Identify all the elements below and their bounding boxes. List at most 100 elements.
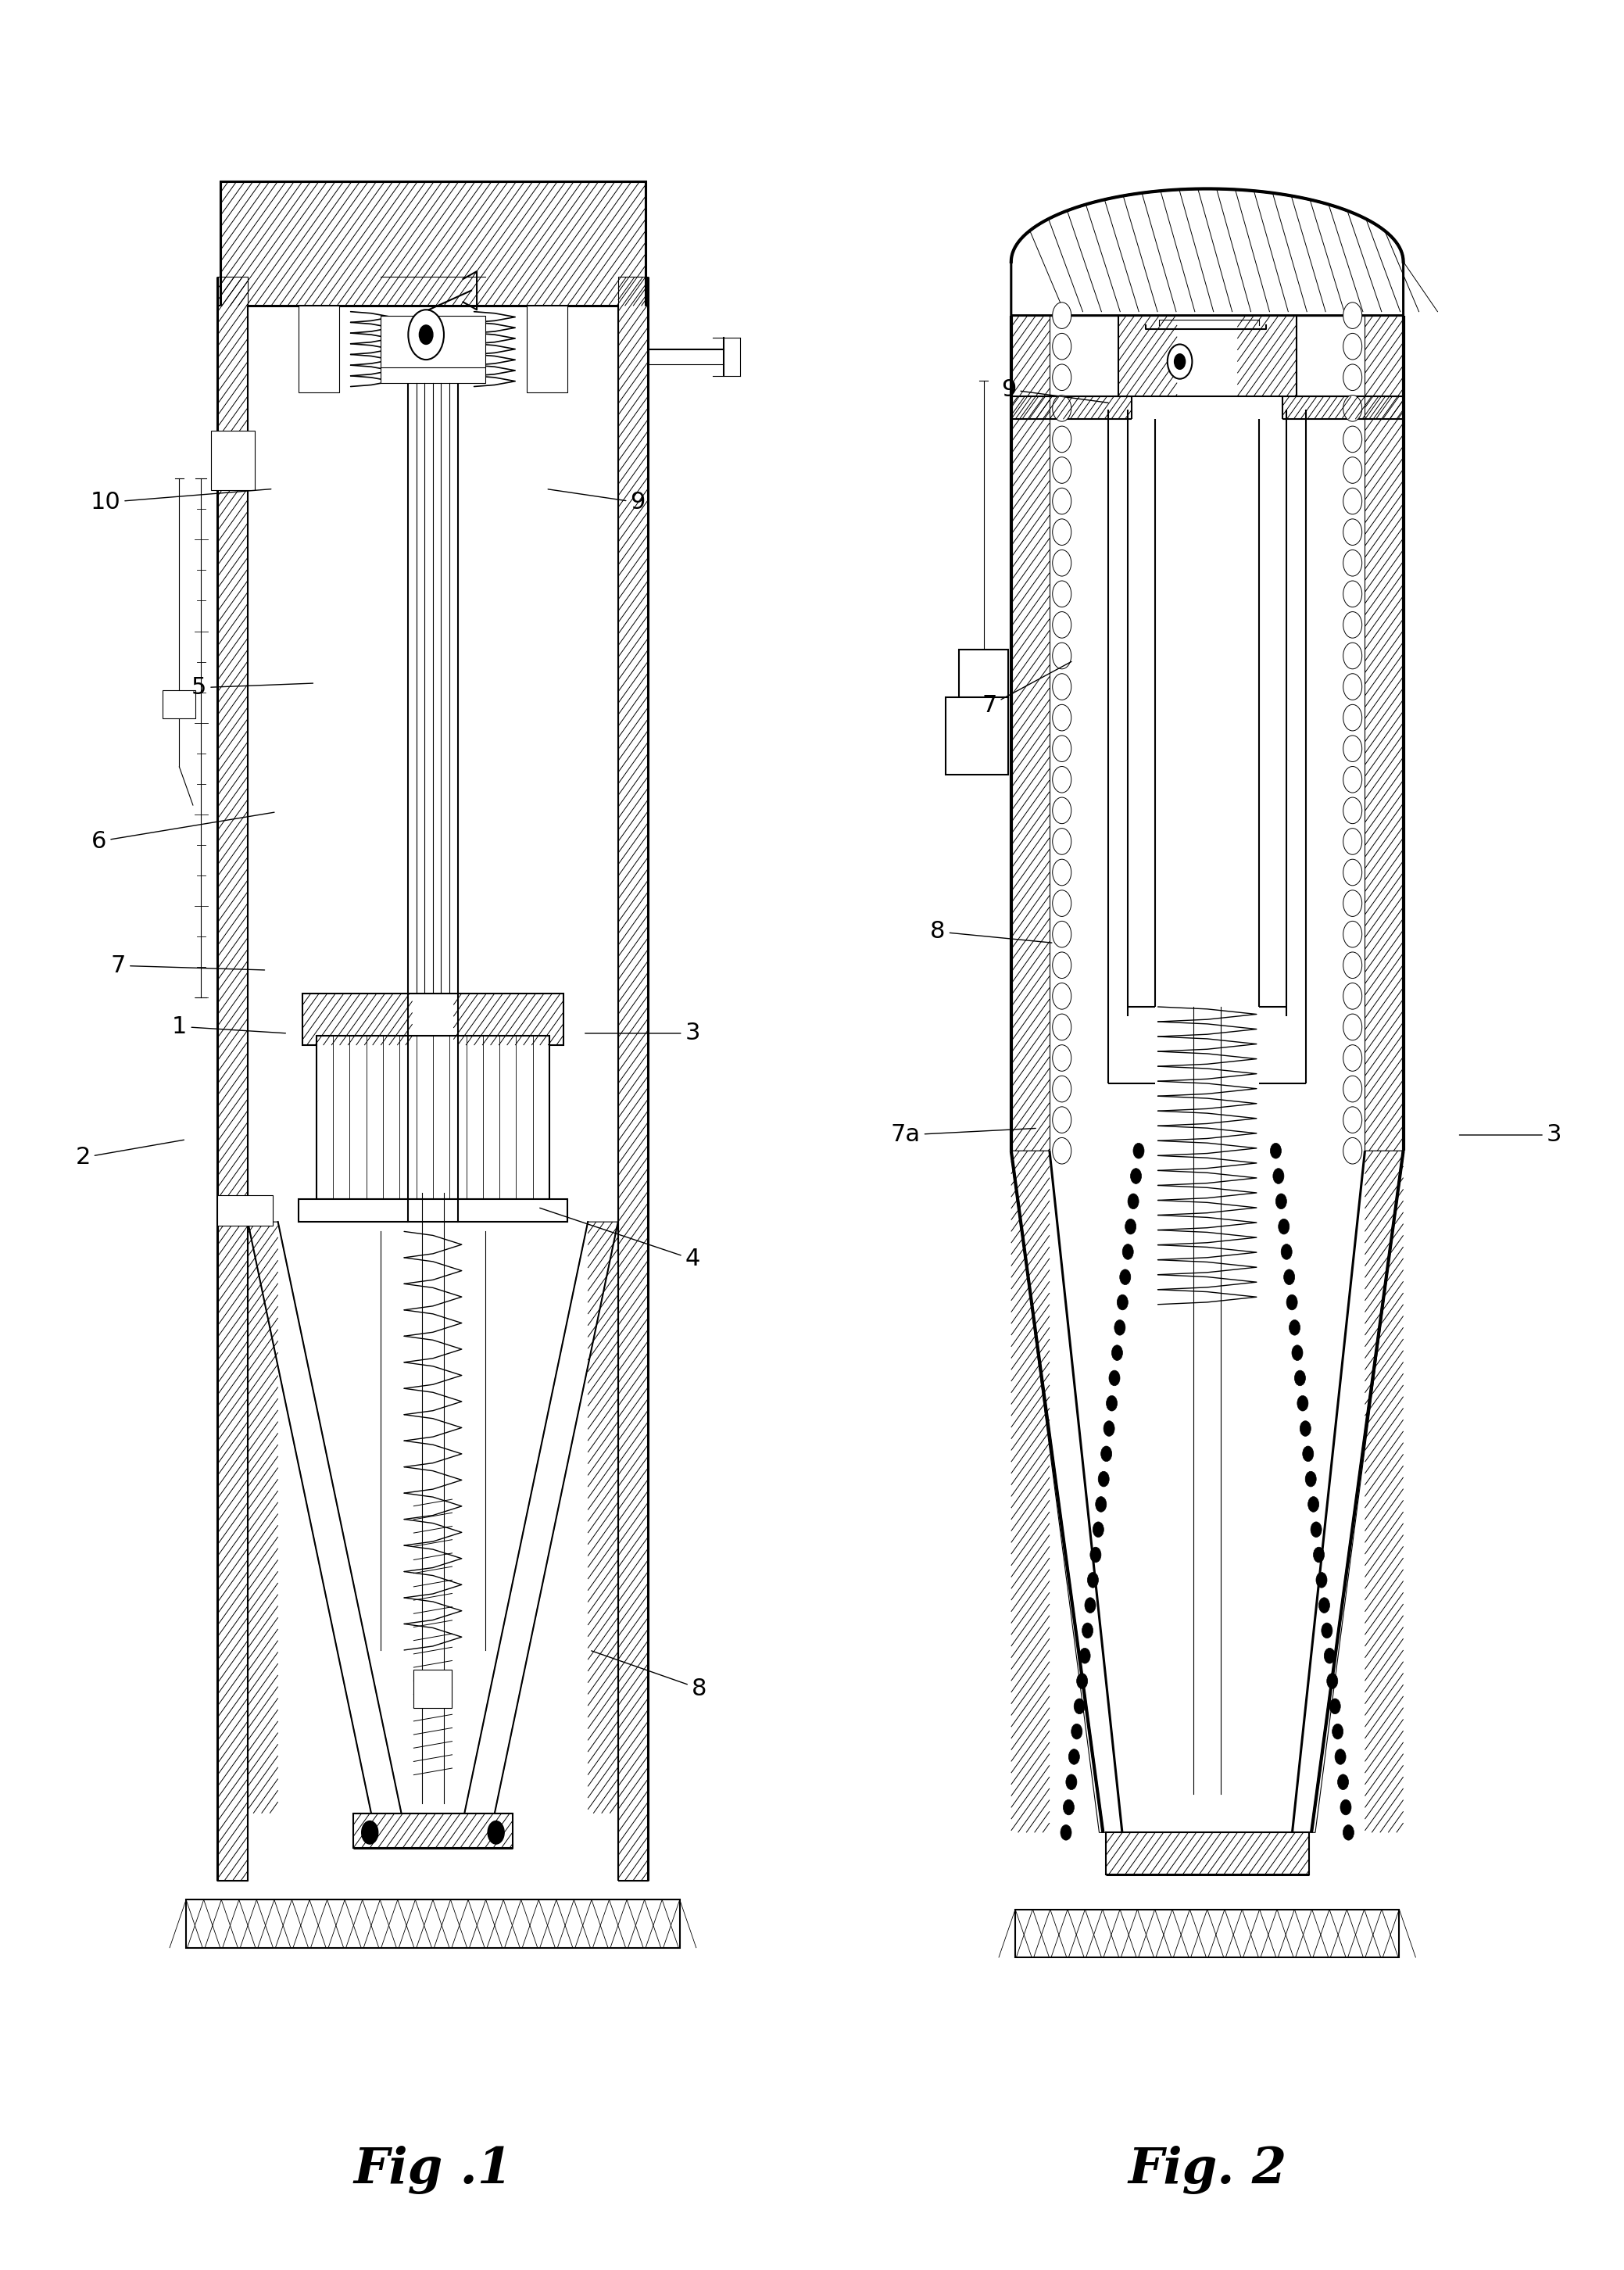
Circle shape	[1343, 363, 1363, 390]
Circle shape	[1343, 829, 1363, 854]
Text: 3: 3	[1460, 1124, 1562, 1146]
Circle shape	[1289, 1319, 1301, 1335]
Bar	[414, 1668, 451, 1707]
Circle shape	[1343, 922, 1363, 947]
Circle shape	[1085, 1598, 1096, 1614]
Circle shape	[1052, 922, 1072, 947]
Circle shape	[1052, 1137, 1072, 1165]
Circle shape	[1343, 674, 1363, 699]
Circle shape	[1343, 797, 1363, 824]
Circle shape	[1330, 1698, 1340, 1714]
Circle shape	[1307, 1496, 1319, 1512]
Circle shape	[1306, 1471, 1317, 1487]
Circle shape	[1101, 1446, 1112, 1462]
Circle shape	[1278, 1219, 1289, 1235]
Circle shape	[1052, 488, 1072, 515]
Circle shape	[1343, 488, 1363, 515]
Polygon shape	[1012, 1151, 1122, 1832]
Circle shape	[1343, 890, 1363, 917]
Circle shape	[1322, 1623, 1332, 1639]
Circle shape	[1119, 1269, 1130, 1285]
Circle shape	[1052, 395, 1072, 422]
Circle shape	[1315, 1573, 1327, 1587]
Bar	[354, 1814, 513, 1848]
Circle shape	[1082, 1623, 1093, 1639]
Circle shape	[1090, 1548, 1101, 1562]
Circle shape	[1343, 581, 1363, 606]
Bar	[299, 1199, 567, 1221]
Polygon shape	[464, 1221, 619, 1814]
Circle shape	[1069, 1750, 1080, 1764]
Circle shape	[1065, 1775, 1077, 1789]
Bar	[960, 649, 1009, 697]
Circle shape	[1052, 704, 1072, 731]
Polygon shape	[1012, 188, 1403, 316]
Circle shape	[1052, 302, 1072, 329]
Circle shape	[1270, 1144, 1281, 1158]
Circle shape	[1276, 1194, 1286, 1210]
Circle shape	[1077, 1673, 1088, 1689]
Circle shape	[1134, 1144, 1145, 1158]
Circle shape	[1052, 890, 1072, 917]
Circle shape	[1338, 1775, 1348, 1789]
Circle shape	[1327, 1673, 1338, 1689]
Circle shape	[1052, 860, 1072, 885]
Circle shape	[487, 1821, 503, 1843]
Text: 6: 6	[91, 813, 274, 854]
Circle shape	[1343, 520, 1363, 545]
Circle shape	[1052, 1108, 1072, 1133]
Circle shape	[1052, 1015, 1072, 1040]
Circle shape	[1122, 1244, 1134, 1260]
Circle shape	[1052, 1076, 1072, 1101]
Circle shape	[1343, 642, 1363, 670]
Bar	[299, 306, 339, 393]
Circle shape	[1343, 456, 1363, 484]
Circle shape	[1343, 302, 1363, 329]
Circle shape	[1332, 1723, 1343, 1739]
Circle shape	[1052, 520, 1072, 545]
Circle shape	[1117, 1294, 1129, 1310]
Circle shape	[1343, 1108, 1363, 1133]
Circle shape	[362, 1821, 378, 1843]
Circle shape	[1273, 1169, 1285, 1183]
Text: 7a: 7a	[890, 1124, 1036, 1146]
Text: 9: 9	[1002, 379, 1108, 402]
Circle shape	[1096, 1496, 1106, 1512]
Text: 4: 4	[539, 1208, 700, 1271]
Text: 9: 9	[547, 490, 645, 513]
Bar	[1117, 316, 1296, 397]
Polygon shape	[248, 1221, 401, 1814]
Circle shape	[1106, 1396, 1117, 1412]
Circle shape	[1052, 549, 1072, 577]
Circle shape	[1343, 1825, 1354, 1841]
Circle shape	[1343, 395, 1363, 422]
Text: 8: 8	[931, 919, 1052, 942]
Bar	[187, 1900, 680, 1948]
Text: 1: 1	[172, 1015, 286, 1037]
Bar	[380, 316, 486, 384]
Circle shape	[1298, 1396, 1309, 1412]
Circle shape	[1052, 1044, 1072, 1071]
Polygon shape	[1012, 316, 1049, 1151]
Circle shape	[408, 309, 443, 359]
Circle shape	[1073, 1698, 1085, 1714]
Circle shape	[419, 325, 434, 345]
Circle shape	[1104, 1421, 1114, 1437]
Circle shape	[1343, 860, 1363, 885]
Text: 7: 7	[110, 953, 265, 976]
Circle shape	[1343, 549, 1363, 577]
Bar	[1015, 1909, 1400, 1957]
Circle shape	[1060, 1825, 1072, 1841]
Bar	[162, 690, 197, 720]
Text: Fig. 2: Fig. 2	[1127, 2145, 1286, 2193]
Circle shape	[1109, 1371, 1121, 1385]
Circle shape	[1052, 581, 1072, 606]
Circle shape	[1343, 983, 1363, 1010]
Circle shape	[1093, 1521, 1104, 1537]
Circle shape	[1114, 1319, 1125, 1335]
Bar	[218, 277, 248, 1880]
Circle shape	[1052, 829, 1072, 854]
Circle shape	[1052, 456, 1072, 484]
Bar	[221, 182, 645, 306]
Circle shape	[1052, 334, 1072, 359]
